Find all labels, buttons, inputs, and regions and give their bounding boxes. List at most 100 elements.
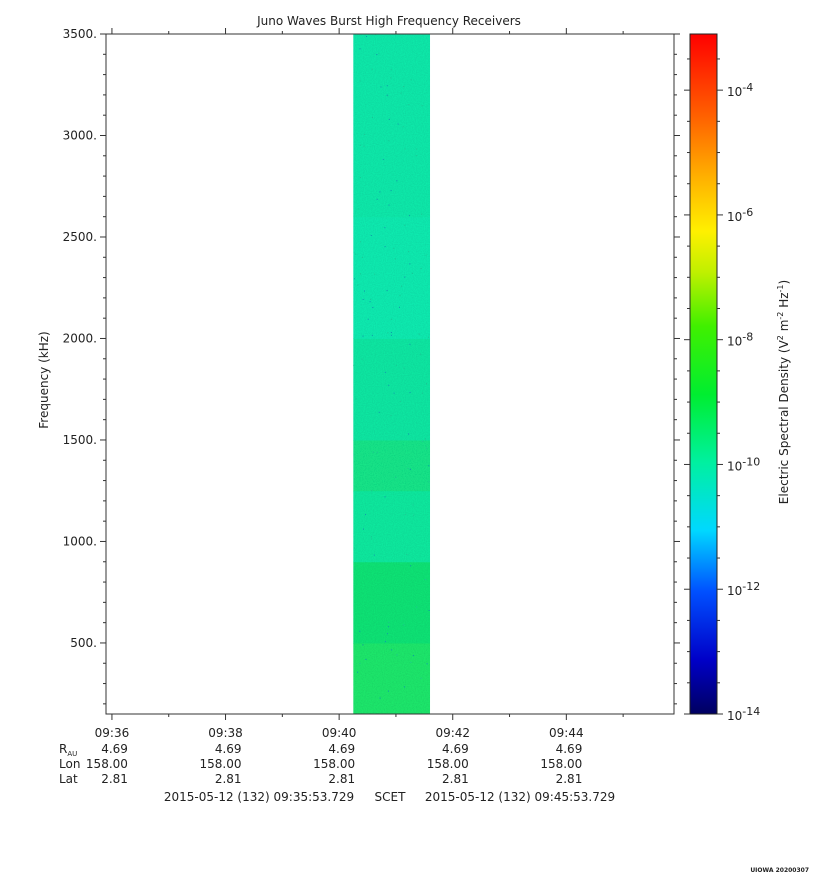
y-axis-label: Frequency (kHz) <box>37 331 51 428</box>
speckle <box>409 343 411 345</box>
colorbar <box>689 33 718 715</box>
y-tick-label: 3000. <box>63 128 97 142</box>
colorbar-tick-label: 10-8 <box>727 331 753 349</box>
speckle <box>353 278 355 280</box>
x-tick-label: 09:40 <box>322 726 357 740</box>
speckle <box>420 267 422 269</box>
y-tick-label: 3500. <box>63 27 97 41</box>
speckle <box>395 476 397 478</box>
speckle <box>416 606 418 608</box>
colorbar-tick-label: 10-14 <box>727 705 760 723</box>
speckle <box>406 554 408 555</box>
x-tick-label: 09:36 <box>95 726 130 740</box>
ephemeris-value: 4.69 <box>101 742 128 756</box>
speckle <box>386 290 388 292</box>
speckle <box>391 649 393 651</box>
speckle <box>367 318 369 320</box>
speckle <box>388 118 390 120</box>
speckle <box>354 567 356 569</box>
speckle <box>400 92 402 94</box>
speckle <box>390 77 392 79</box>
time-span-start: 2015-05-12 (132) 09:35:53.729 <box>164 790 354 804</box>
ephemeris-value: 4.69 <box>215 742 242 756</box>
spectrogram-band <box>353 490 431 563</box>
x-axis: 09:36 09:38 09:40 09:42 09:44 <box>95 28 624 740</box>
colorbar-ticks: 10-14 10-12 10-10 10-8 10-6 10-4 <box>684 58 760 723</box>
speckle <box>357 671 359 673</box>
speckle <box>395 364 397 366</box>
speckle <box>388 204 390 206</box>
colorbar-label: Electric Spectral Density (V2 m-2 Hz-1) <box>776 280 791 504</box>
colorbar-tick-label: 10-12 <box>727 580 760 598</box>
speckle <box>384 641 386 643</box>
speckle <box>366 36 367 37</box>
speckle <box>369 301 371 303</box>
x-tick-label: 09:38 <box>208 726 243 740</box>
speckle <box>403 86 405 87</box>
speckle <box>379 191 381 193</box>
speckle <box>408 104 410 106</box>
speckle <box>407 468 409 469</box>
speckle <box>404 148 406 150</box>
speckle <box>416 148 418 150</box>
speckle <box>364 290 365 292</box>
ephemeris-value: 158.00 <box>86 757 128 771</box>
speckle <box>403 624 405 626</box>
speckle <box>404 514 406 516</box>
plot-area <box>105 33 675 715</box>
speckle <box>416 155 418 157</box>
plot-frame <box>105 33 675 715</box>
speckle <box>399 306 400 308</box>
speckle <box>374 273 376 275</box>
speckle <box>357 208 359 210</box>
speckle <box>384 227 386 229</box>
ephemeris-value: 2.81 <box>556 772 583 786</box>
speckle <box>390 332 392 333</box>
colorbar-tick-label: 10-4 <box>727 81 753 99</box>
speckle <box>365 658 367 660</box>
y-axis: 500. 1000. 1500. 2000. 2500. 3000. 3500. <box>63 27 680 705</box>
ephemeris-row-label: Lon <box>59 757 80 771</box>
speckle <box>420 353 422 355</box>
ephemeris-value: 2.81 <box>328 772 355 786</box>
y-tick-label: 2500. <box>63 230 97 244</box>
speckle <box>355 253 357 255</box>
speckle <box>404 276 406 278</box>
speckle <box>393 392 395 394</box>
speckle <box>360 241 361 243</box>
speckle <box>404 224 406 226</box>
spectrogram-band <box>353 561 431 644</box>
speckle <box>370 235 372 236</box>
speckle <box>388 384 390 386</box>
speckle <box>362 299 364 300</box>
ephemeris-table: RAU 4.69 4.69 4.69 4.69 4.69 Lon 158.00 158.00 15… <box>59 742 582 786</box>
speckle <box>394 258 396 260</box>
spectrogram-band <box>353 642 431 715</box>
speckle <box>359 630 361 632</box>
speckle <box>364 133 366 135</box>
ephemeris-value: 4.69 <box>556 742 583 756</box>
speckle <box>376 451 378 453</box>
speckle <box>401 285 403 287</box>
speckle <box>402 126 404 128</box>
speckle <box>428 481 430 483</box>
speckle <box>424 579 426 580</box>
y-tick-label: 1000. <box>63 534 97 548</box>
speckle <box>384 246 386 248</box>
speckle <box>373 554 375 556</box>
speckle <box>361 256 363 258</box>
x-tick-label: 09:44 <box>549 726 584 740</box>
speckle <box>396 654 398 656</box>
speckle <box>387 626 389 628</box>
colorbar-tick-label: 10-6 <box>727 206 753 224</box>
speckle <box>362 644 364 646</box>
speckle <box>353 454 355 456</box>
speckle <box>359 80 361 82</box>
spectrogram-band <box>353 216 431 339</box>
speckle <box>363 145 365 147</box>
speckle <box>371 116 373 118</box>
speckle <box>425 254 427 256</box>
ephemeris-value: 2.81 <box>101 772 128 786</box>
spectrogram-band <box>353 338 431 441</box>
